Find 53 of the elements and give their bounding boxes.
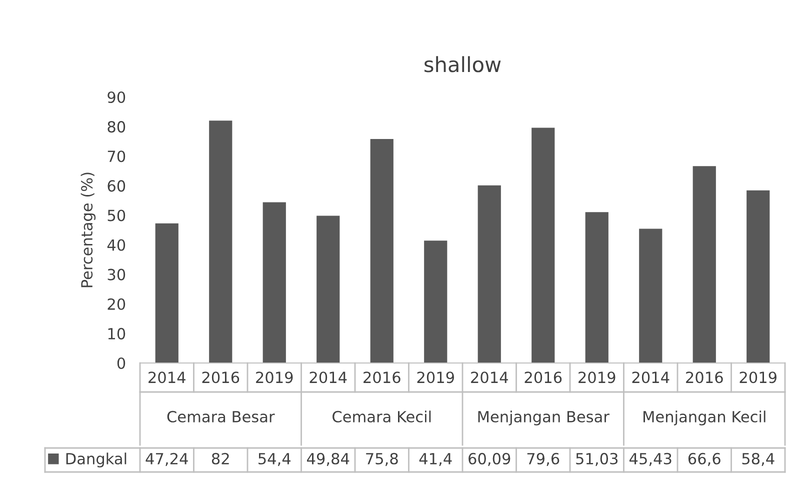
bar xyxy=(692,166,716,363)
bar xyxy=(532,128,555,363)
data-label: 54,4 xyxy=(258,453,291,466)
x-tick-label: 2014 xyxy=(148,372,186,384)
bar xyxy=(316,216,340,363)
y-tick-label: 70 xyxy=(108,150,126,162)
x-tick-label: 2016 xyxy=(686,372,723,384)
x-tick-label: 2016 xyxy=(364,372,400,384)
y-tick-label: 80 xyxy=(108,121,126,133)
bar xyxy=(478,185,501,363)
bar xyxy=(209,120,232,363)
data-label: 58,4 xyxy=(742,452,774,466)
chart-title: shallow xyxy=(424,56,501,72)
x-tick-label: 2016 xyxy=(202,372,240,384)
data-label: 75,8 xyxy=(366,452,398,466)
text: Cemara Kecil xyxy=(332,410,431,422)
bar xyxy=(155,223,178,363)
text: Menjangan Besar xyxy=(478,410,610,426)
y-axis-title: Percentage (%) xyxy=(80,172,96,288)
data-label: 51,03 xyxy=(576,452,618,466)
x-tick-label: 2019 xyxy=(256,372,293,384)
y-tick-label: 60 xyxy=(108,180,126,192)
data-label: 66,6 xyxy=(688,452,720,466)
data-label: 60,09 xyxy=(468,452,510,466)
y-tick-label: 0 xyxy=(117,357,126,370)
bar xyxy=(262,202,286,363)
y-tick-label: 50 xyxy=(108,210,126,222)
x-tick-label: 2019 xyxy=(417,372,454,384)
bar xyxy=(370,138,394,363)
y-tick-label: 10 xyxy=(108,328,126,340)
y-tick-label: 30 xyxy=(108,268,126,280)
bar xyxy=(424,240,448,363)
data-label: 79,6 xyxy=(527,452,560,466)
bar xyxy=(746,190,770,363)
x-tick-label: 2014 xyxy=(632,372,670,384)
y-tick-label: 90 xyxy=(108,91,126,104)
x-tick-label: 2014 xyxy=(471,372,508,384)
text: Menjangan Kecil xyxy=(644,410,766,426)
data-label: 45,43 xyxy=(630,452,672,466)
x-tick-label: 2019 xyxy=(740,372,776,384)
data-label: 49,84 xyxy=(307,452,350,466)
x-tick-label: 2016 xyxy=(524,372,562,384)
x-tick-label: 2014 xyxy=(310,372,347,384)
y-tick-label: 40 xyxy=(107,239,126,251)
bar xyxy=(585,212,608,363)
legend-label: Dangkal xyxy=(66,452,126,468)
data-label: 41,4 xyxy=(419,453,452,466)
data-label: 47,24 xyxy=(146,452,188,466)
data-label: 82 xyxy=(212,452,229,464)
bar xyxy=(639,228,662,363)
y-tick-label: 20 xyxy=(108,298,126,310)
x-tick-label: 2019 xyxy=(578,372,616,384)
text: Cemara Besar xyxy=(167,410,275,422)
